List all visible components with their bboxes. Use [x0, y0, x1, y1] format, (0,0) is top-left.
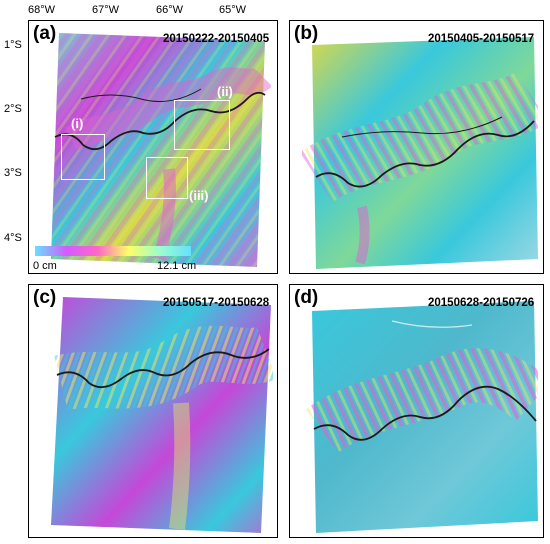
subregion-ii-box: [174, 100, 230, 150]
colorbar-min-label: 0 cm: [33, 260, 57, 272]
interferogram-a: [51, 29, 271, 273]
panel-c-dates: 20150517-20150628: [163, 297, 270, 309]
panel-b: (b) 20150405-20150517: [289, 20, 544, 274]
subregion-ii-label: (ii): [217, 84, 233, 99]
interferogram-c: [51, 293, 273, 537]
panel-a: (a) 20150222-20150405 (i) (ii) (iii) 0 c…: [28, 20, 278, 274]
subregion-iii-label: (iii): [189, 188, 209, 203]
lat-tick-4s: 4°S: [4, 232, 22, 244]
colorbar-max-label: 12.1 cm: [157, 260, 197, 272]
panel-d: (d) 20150628-20150726: [289, 284, 544, 538]
panel-c-label: (c): [33, 287, 57, 308]
lon-tick-66w: 66°W: [156, 4, 184, 16]
panel-b-dates: 20150405-20150517: [428, 33, 535, 45]
panel-d-dates: 20150628-20150726: [428, 297, 535, 309]
subregion-i-label: (i): [71, 116, 84, 131]
lon-tick-68w: 68°W: [28, 4, 56, 16]
colorbar: [35, 246, 191, 256]
lat-tick-1s: 1°S: [4, 39, 22, 51]
lat-tick-3s: 3°S: [4, 167, 22, 179]
panel-c: (c) 20150517-20150628: [28, 284, 278, 538]
lon-tick-65w: 65°W: [219, 4, 247, 16]
lat-tick-2s: 2°S: [4, 103, 22, 115]
subregion-iii-box: [146, 157, 188, 199]
panel-b-label: (b): [294, 23, 319, 44]
lon-tick-67w: 67°W: [92, 4, 120, 16]
interferogram-d: [302, 301, 538, 533]
interferogram-b: [302, 37, 538, 269]
panel-d-label: (d): [294, 287, 319, 308]
subregion-i-box: [61, 134, 105, 180]
panel-a-dates: 20150222-20150405: [163, 33, 270, 45]
panel-a-label: (a): [33, 23, 57, 44]
